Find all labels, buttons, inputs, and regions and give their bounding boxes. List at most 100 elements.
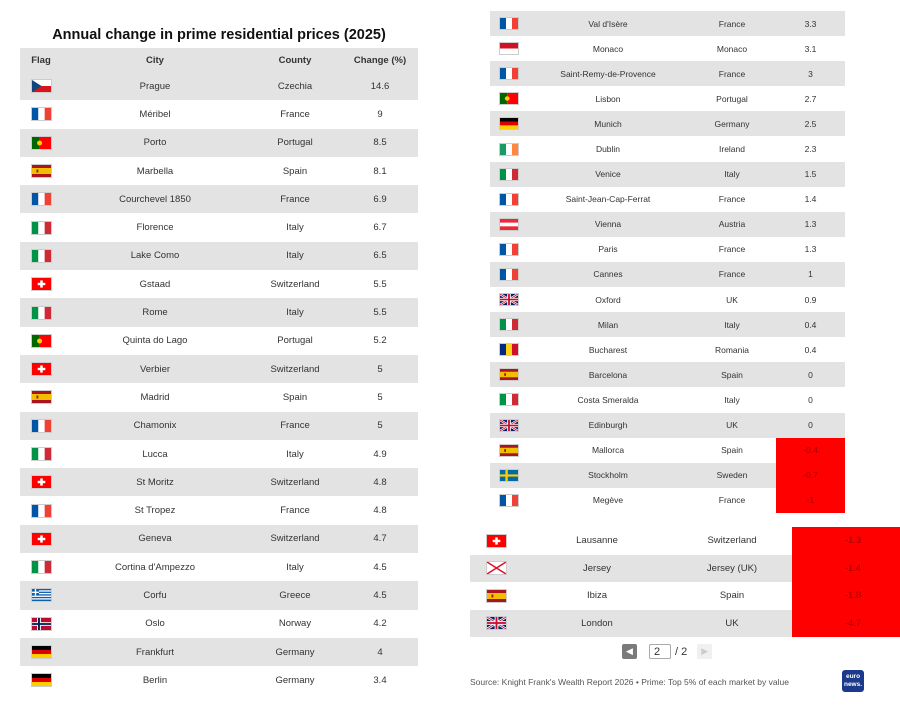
flag-ch-icon xyxy=(30,475,52,490)
country-cell: Jersey (UK) xyxy=(672,554,792,582)
city-cell: Edinburgh xyxy=(528,412,688,438)
change-cell: 2.3 xyxy=(804,144,817,155)
column-header-city: City xyxy=(62,48,248,72)
flag-fr-icon xyxy=(30,107,52,122)
table-row: St Moritz Switzerland 4.8 xyxy=(20,468,418,497)
column-header-change: Change (%) xyxy=(342,48,418,72)
change-cell: 6.9 xyxy=(342,185,418,214)
table-row: Bucharest Romania 0.4 xyxy=(490,337,845,362)
country-cell: Italy xyxy=(286,448,304,460)
city-cell: Munich xyxy=(528,111,688,137)
city-cell: Courchevel 1850 xyxy=(62,185,248,214)
flag-es-icon xyxy=(499,443,519,457)
chart-title: Annual change in prime residential price… xyxy=(52,27,386,43)
change-cell: 8.5 xyxy=(342,128,418,157)
city-cell: Dublin xyxy=(595,144,621,155)
city-cell: Lucca xyxy=(142,448,168,460)
flag-cell xyxy=(20,157,62,185)
table-row: Stockholm Sweden -0.7 xyxy=(490,462,845,488)
change-cell: 1.4 xyxy=(804,194,817,205)
flag-cell xyxy=(490,61,528,87)
city-cell: Chamonix xyxy=(62,411,248,440)
city-cell: Milan xyxy=(528,312,688,338)
country-cell: Italy xyxy=(688,161,776,187)
flag-cell xyxy=(20,581,62,610)
city-cell: Rome xyxy=(62,298,248,327)
table-row: Geneva Switzerland 4.7 xyxy=(20,524,418,554)
country-cell: Spain xyxy=(282,165,308,177)
table-row: Venice Italy 1.5 xyxy=(490,161,845,187)
table-row: Val d'Isère France 3.3 xyxy=(490,11,845,37)
change-cell: 0 xyxy=(776,362,845,388)
price-table-left: Flag City County Change (%) Prague Czechi… xyxy=(20,48,418,695)
city-cell: Oxford xyxy=(595,294,621,305)
page-number-input[interactable]: 2 xyxy=(649,644,671,659)
flag-cell xyxy=(490,261,528,288)
change-cell: 1 xyxy=(776,261,845,288)
flag-cell xyxy=(20,553,62,581)
city-cell: Berlin xyxy=(142,674,168,686)
city-cell: Mallorca xyxy=(591,445,625,456)
table-row: Costa Smeralda Italy 0 xyxy=(490,387,845,412)
country-cell: Monaco xyxy=(716,43,748,54)
city-cell: Lausanne xyxy=(576,535,618,547)
country-cell: UK xyxy=(672,609,792,637)
country-cell: Switzerland xyxy=(248,354,342,384)
table-row: Ibiza Spain -1.8 xyxy=(470,582,900,610)
flag-es-icon xyxy=(485,588,507,603)
flag-cell xyxy=(470,609,522,637)
country-cell: France xyxy=(688,61,776,87)
city-cell: Frankfurt xyxy=(62,637,248,667)
flag-fr-icon xyxy=(30,503,52,518)
flag-fr-icon xyxy=(499,192,519,206)
table-row: Porto Portugal 8.5 xyxy=(20,128,418,157)
flag-cell xyxy=(490,111,528,137)
price-table-right-bottom: Lausanne Switzerland -1.3 Jersey Jersey (UK)… xyxy=(470,527,900,637)
previous-page-button[interactable]: ◀ xyxy=(622,644,637,659)
country-cell: Portugal xyxy=(716,93,748,104)
change-cell: 5 xyxy=(342,411,418,440)
city-cell: Saint-Jean-Cap-Ferrat xyxy=(565,194,651,205)
flag-cell xyxy=(490,86,528,111)
change-cell: 0 xyxy=(808,394,813,405)
country-cell: France xyxy=(280,108,310,120)
change-cell: -0.7 xyxy=(776,462,845,488)
flag-cell xyxy=(470,527,522,555)
country-cell: Spain xyxy=(282,391,308,403)
flag-it-icon xyxy=(30,560,52,575)
city-cell: Madrid xyxy=(140,391,170,403)
table-row: Cannes France 1 xyxy=(490,261,845,288)
change-cell: 6.7 xyxy=(373,222,387,234)
flag-cell xyxy=(20,100,62,128)
change-cell: 1.3 xyxy=(804,244,817,255)
flag-cell xyxy=(20,298,62,327)
flag-je-icon xyxy=(485,561,507,576)
table-row: Lake Como Italy 6.5 xyxy=(20,241,418,271)
flag-se-icon xyxy=(499,468,519,482)
city-cell: Jersey xyxy=(522,554,672,582)
change-cell: 5.5 xyxy=(342,298,418,327)
flag-cell xyxy=(20,354,62,384)
country-cell: Ireland xyxy=(719,144,745,155)
flag-cell xyxy=(490,462,528,488)
flag-ie-icon xyxy=(499,142,519,156)
flag-it-icon xyxy=(499,167,519,181)
flag-cell xyxy=(490,312,528,338)
country-cell: Italy xyxy=(248,241,342,271)
country-cell: France xyxy=(280,505,310,517)
flag-cell xyxy=(490,488,528,513)
country-cell: Switzerland xyxy=(270,278,320,290)
change-cell: 9 xyxy=(377,108,383,120)
change-cell: 0.4 xyxy=(804,344,817,355)
country-cell: Italy xyxy=(286,561,304,573)
flag-cell xyxy=(490,211,528,237)
city-cell: Vienna xyxy=(528,211,688,237)
next-page-button[interactable]: ▶ xyxy=(697,644,713,659)
flag-it-icon xyxy=(30,447,52,461)
flag-cell xyxy=(20,468,62,497)
country-cell: Romania xyxy=(714,344,750,355)
flag-cell xyxy=(20,213,62,241)
table-row: Quinta do Lago Portugal 5.2 xyxy=(20,327,418,355)
country-cell: Spain xyxy=(688,362,776,388)
flag-de-icon xyxy=(499,117,519,131)
